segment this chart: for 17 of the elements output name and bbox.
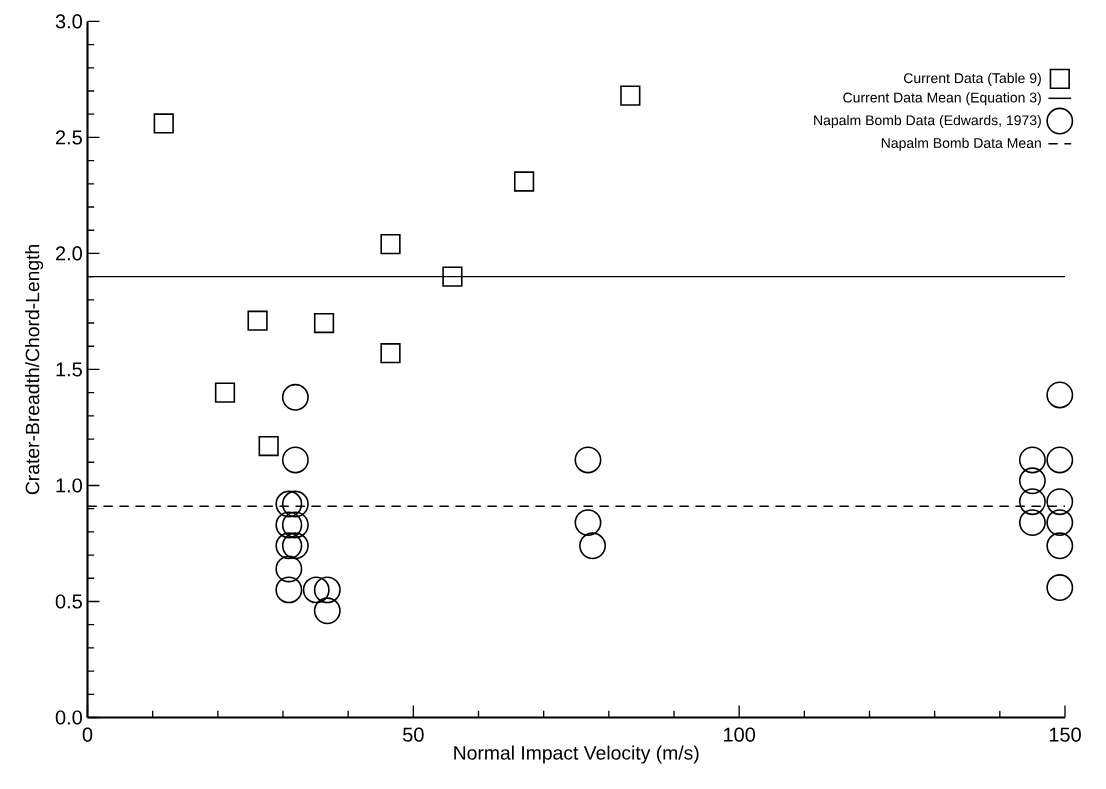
y-tick-label: 1.0 [56, 478, 82, 493]
y-tick-label: 2.5 [55, 130, 82, 145]
legend-label: Current Data Mean (Equation 3) [843, 92, 1041, 106]
x-tick-label: 0 [82, 727, 93, 742]
x-axis-title: Normal Impact Velocity (m/s) [454, 745, 699, 764]
x-tick-label: 50 [403, 727, 424, 742]
legend-label: Napalm Bomb Data (Edwards, 1973) [814, 114, 1041, 129]
y-tick-label: 1.5 [56, 362, 82, 377]
legend-label: Napalm Bomb Data Mean [881, 137, 1041, 151]
y-tick-label: 0.0 [55, 710, 82, 725]
x-tick-label: 150 [1049, 727, 1081, 742]
x-tick-label: 100 [724, 727, 756, 742]
legend-label: Current Data (Table 9) [903, 72, 1041, 86]
y-axis-title: Crater-Breadth/Chord-Length [25, 245, 44, 495]
y-tick-label: 3.0 [55, 14, 82, 29]
y-tick-label: 0.5 [55, 594, 82, 609]
y-tick-label: 2.0 [55, 246, 82, 261]
